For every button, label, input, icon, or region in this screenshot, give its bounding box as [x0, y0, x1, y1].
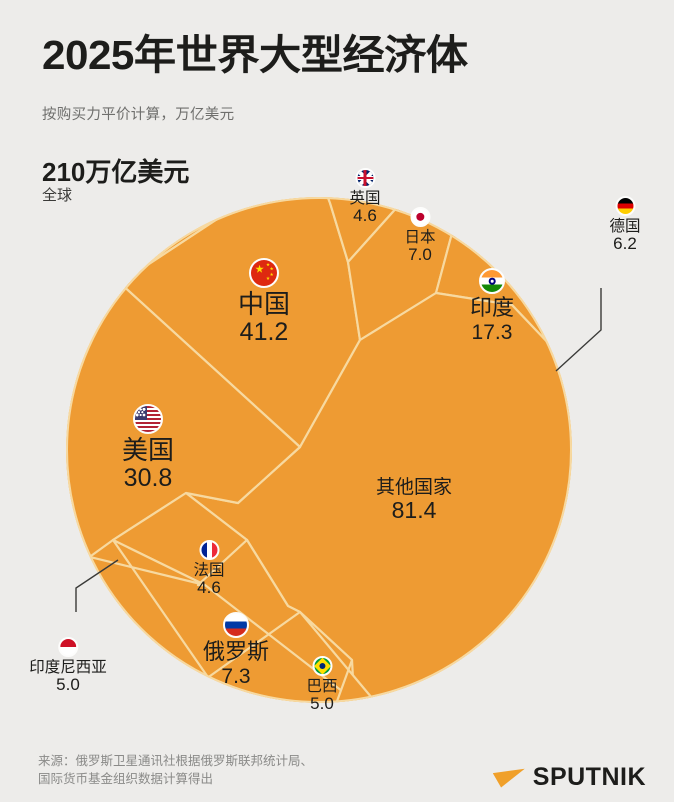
- leader-line-indonesia: [75, 559, 119, 612]
- sputnik-logo: SPUTNIK: [492, 763, 646, 792]
- leader-line-germany: [555, 288, 602, 372]
- voronoi-cells: [66, 197, 572, 703]
- source-note: 来源：俄罗斯卫星通讯社根据俄罗斯联邦统计局、 国际货币基金组织数据计算得出: [38, 754, 314, 787]
- leader-lines: [75, 288, 602, 612]
- chart-outline: [66, 197, 572, 703]
- page-subtitle: 按购买力平价计算，万亿美元: [42, 107, 235, 123]
- sputnik-arrow-icon: [492, 768, 525, 788]
- sputnik-wordmark: SPUTNIK: [532, 763, 646, 791]
- page-title: 2025年世界大型经济体: [42, 32, 468, 78]
- total-value: 210万亿美元: [42, 157, 190, 187]
- total-label: 全球: [42, 187, 73, 204]
